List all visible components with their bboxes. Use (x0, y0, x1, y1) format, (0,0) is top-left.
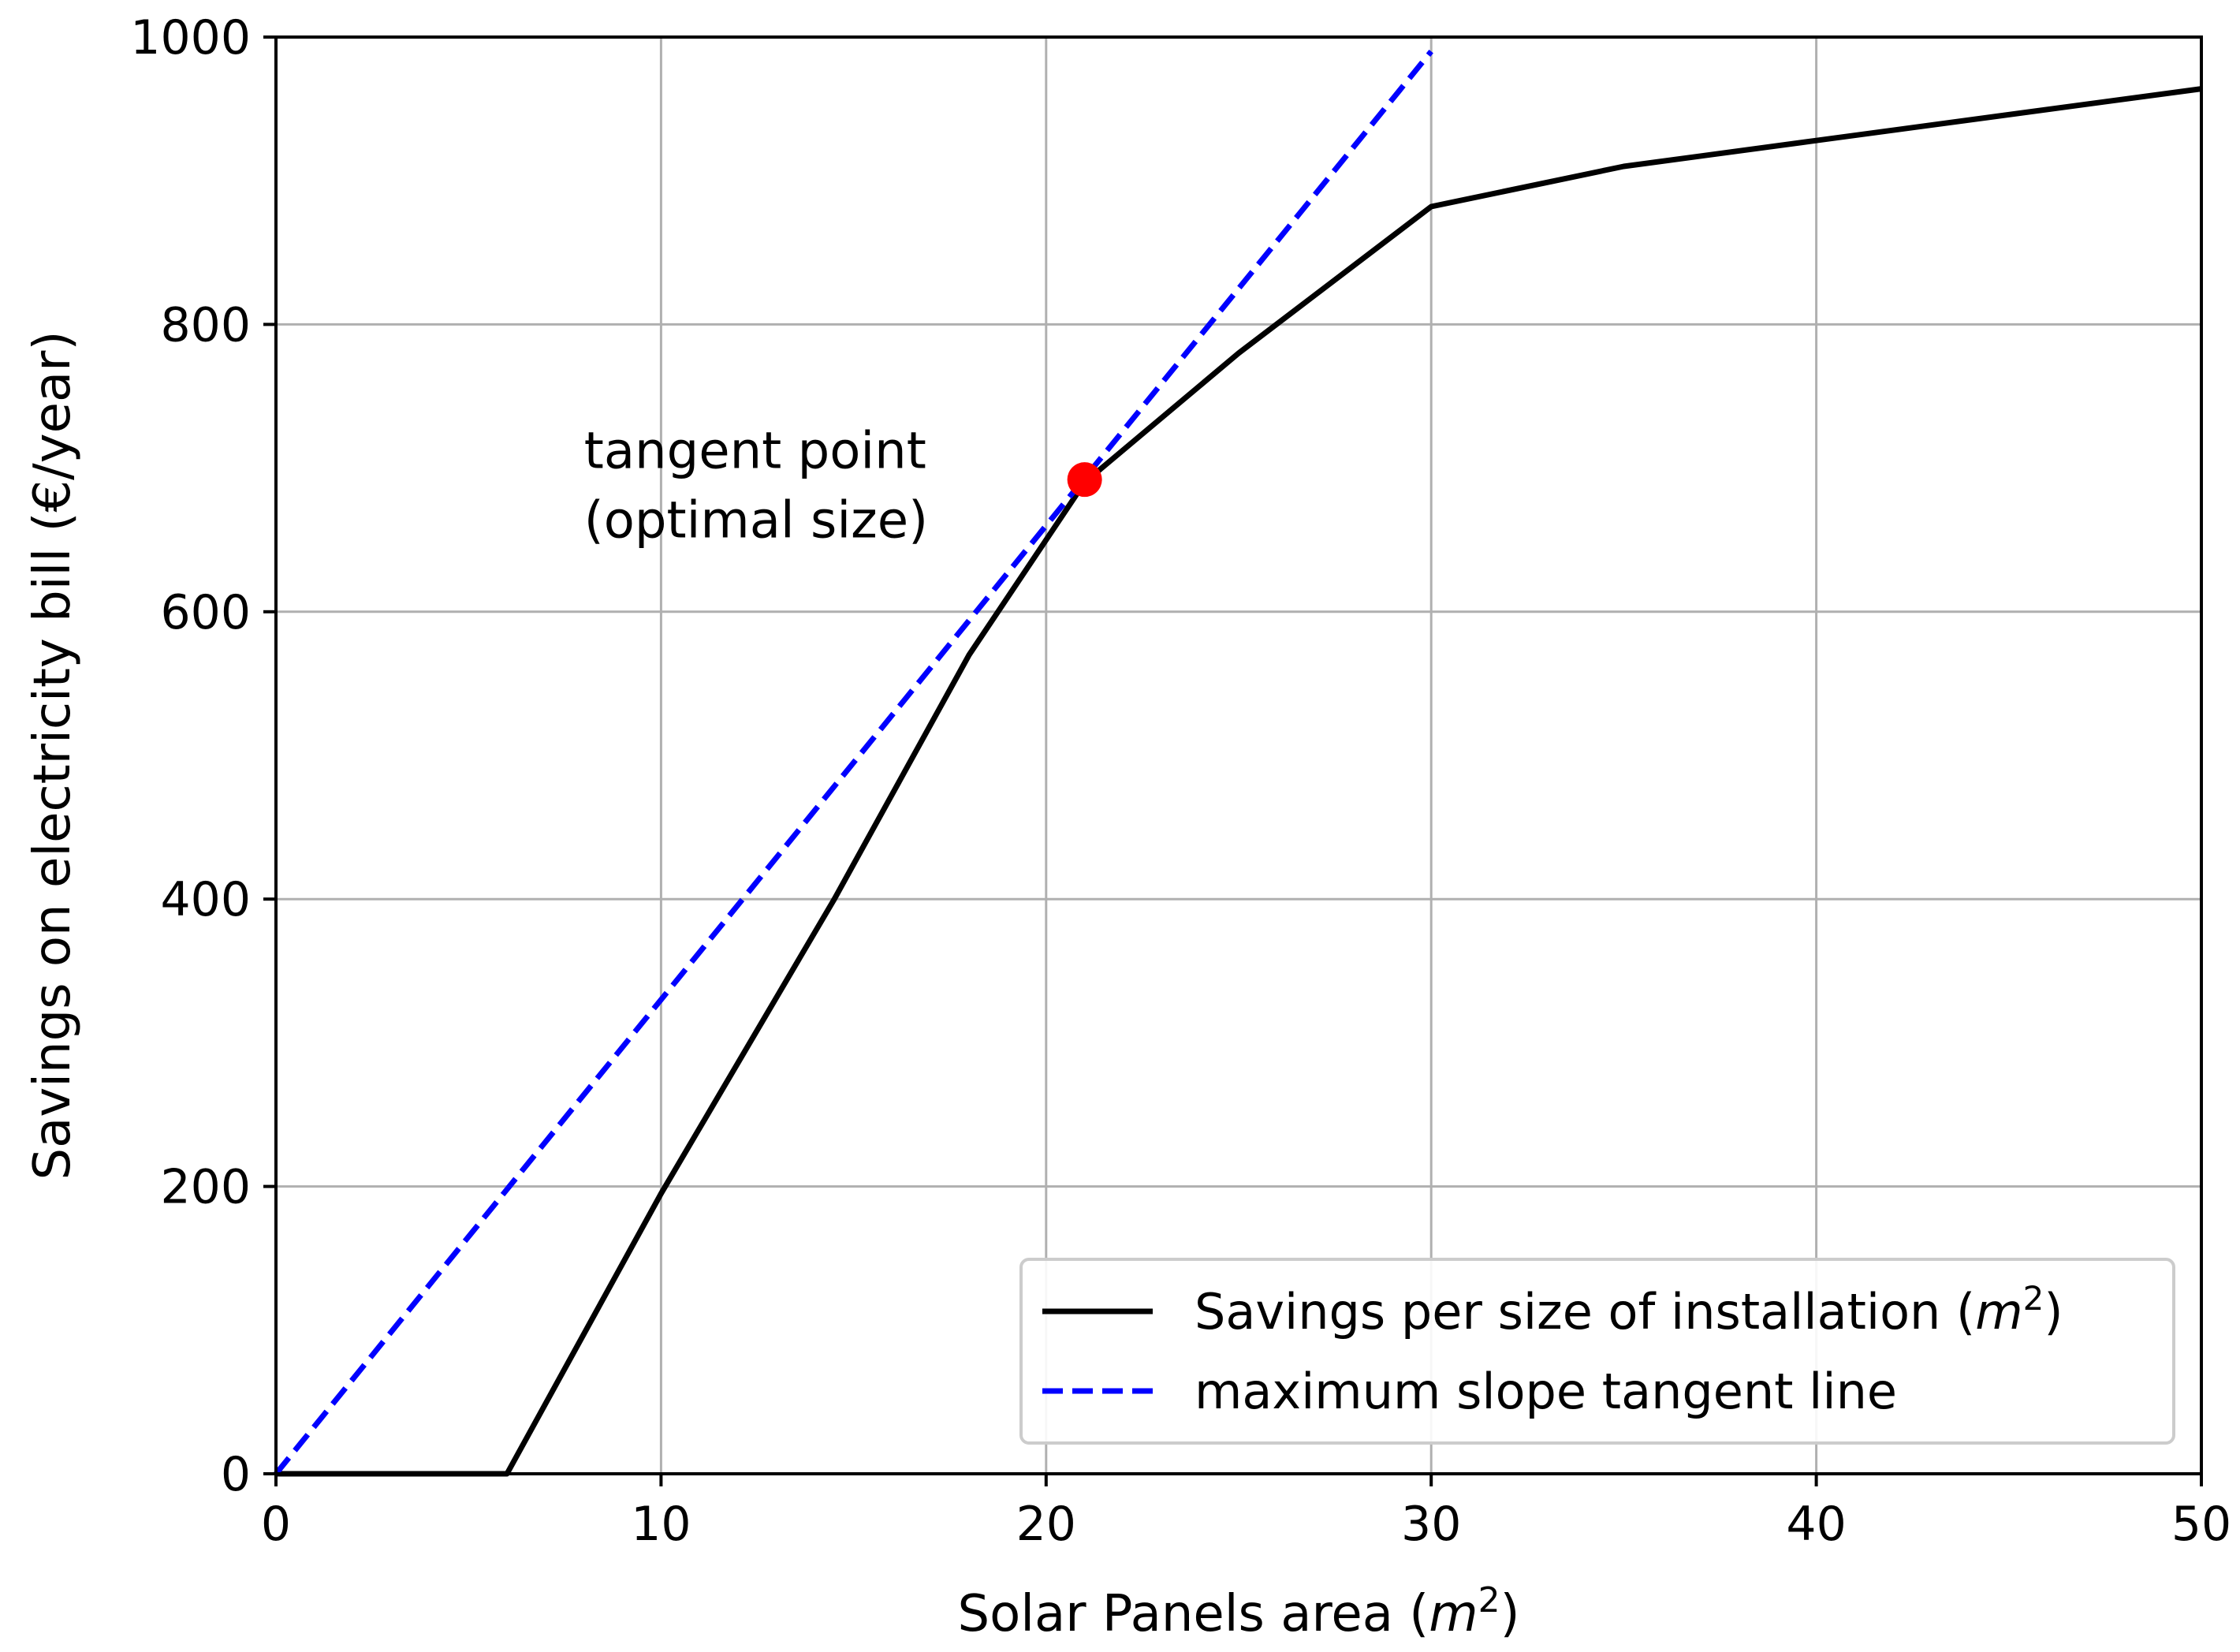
y-tick-label: 600 (160, 585, 251, 640)
x-tick-label: 0 (261, 1497, 291, 1552)
legend: Savings per size of installation (m2) ma… (1019, 1258, 2175, 1445)
x-axis-label-var: m (1429, 1585, 1478, 1643)
tangent-point-marker (1067, 462, 1102, 498)
y-tick-label: 1000 (130, 10, 251, 65)
x-tick-label: 20 (1016, 1497, 1076, 1552)
legend-label-savings-suffix: ) (2044, 1283, 2063, 1341)
legend-label-savings: Savings per size of installation (m2) (1195, 1279, 2063, 1341)
tangent-line (274, 49, 1433, 1476)
ticks: 0 10 20 30 40 50 0 200 400 600 800 1000 (130, 10, 2231, 1552)
x-tick-label: 10 (631, 1497, 691, 1552)
y-tick-label: 200 (160, 1160, 251, 1215)
legend-box (1019, 1258, 2175, 1445)
annotation-line-1: tangent point (584, 423, 926, 481)
y-axis-label: Savings on electricity bill (€/year) (24, 331, 82, 1180)
legend-label-savings-var: m (1975, 1283, 2022, 1341)
y-tick-label: 400 (160, 872, 251, 927)
annotation-line-2: (optimal size) (584, 492, 928, 550)
x-axis-label-suffix: ) (1500, 1585, 1520, 1643)
x-axis-label: Solar Panels area (m2) (957, 1580, 1519, 1643)
x-tick-label: 40 (1786, 1497, 1846, 1552)
y-tick-label: 0 (221, 1447, 251, 1502)
x-tick-label: 50 (2171, 1497, 2231, 1552)
y-tick-label: 800 (160, 297, 251, 352)
x-tick-label: 30 (1401, 1497, 1461, 1552)
legend-label-tangent: maximum slope tangent line (1195, 1363, 1897, 1420)
x-axis-label-sup: 2 (1478, 1580, 1500, 1620)
legend-label-savings-prefix: Savings per size of installation ( (1195, 1283, 1975, 1341)
grid (274, 35, 2203, 1475)
annotation-layer: tangent point (optimal size) (584, 423, 1102, 550)
x-axis-label-prefix: Solar Panels area ( (957, 1585, 1429, 1643)
legend-label-savings-sup: 2 (2023, 1279, 2044, 1318)
plot-frame (274, 35, 2203, 1475)
